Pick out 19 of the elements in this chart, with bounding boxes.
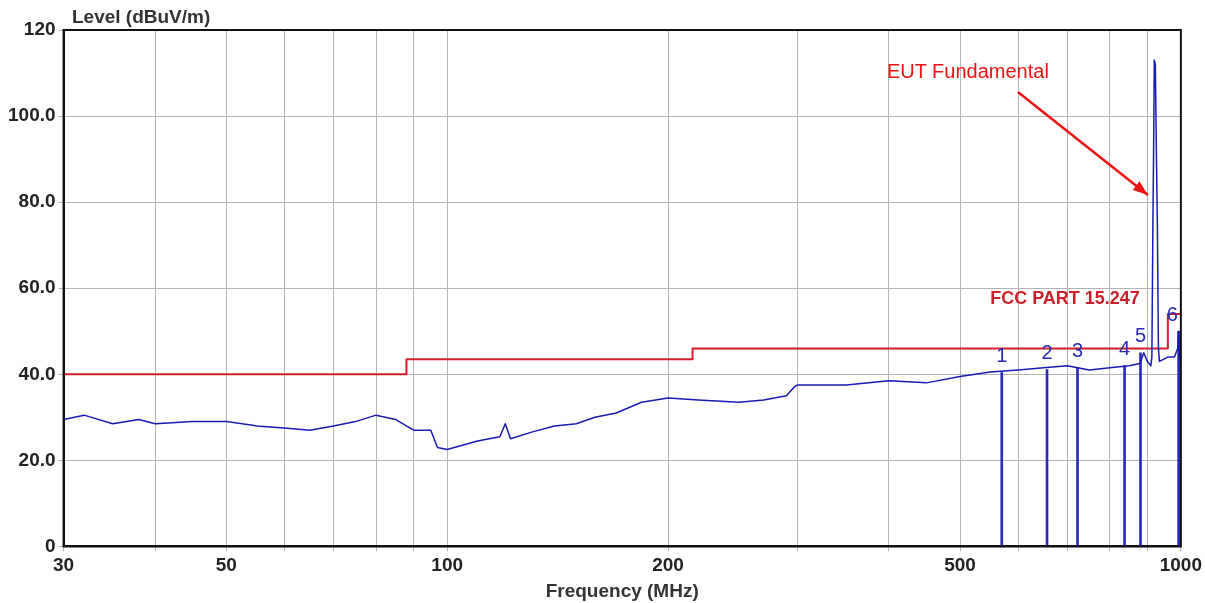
annotation: 1 xyxy=(996,344,1008,367)
y-tick-label: 60.0 xyxy=(18,276,56,298)
annotation: 5 xyxy=(1134,324,1147,347)
x-tick-label: 200 xyxy=(652,554,684,576)
series-label: FCC PART 15.247 xyxy=(990,287,1140,308)
annotation: EUT Fundamental xyxy=(886,59,1049,82)
y-axis-title: Level (dBuV/m) xyxy=(72,6,211,28)
y-tick-label: 80.0 xyxy=(18,190,56,212)
x-tick-label: 100 xyxy=(431,554,464,576)
x-tick-label: 1000 xyxy=(1159,554,1203,576)
x-tick-label: 30 xyxy=(52,554,75,576)
x-axis-title: Frequency (MHz) xyxy=(545,579,699,601)
x-tick-label: 50 xyxy=(215,554,237,576)
y-tick-label: 0 xyxy=(44,534,56,556)
y-tick-label: 100.0 xyxy=(8,104,56,126)
x-tick-label: 500 xyxy=(944,554,976,576)
y-tick-label: 120 xyxy=(23,18,56,40)
y-tick-label: 40.0 xyxy=(18,362,56,384)
y-tick-label: 20.0 xyxy=(18,448,56,470)
